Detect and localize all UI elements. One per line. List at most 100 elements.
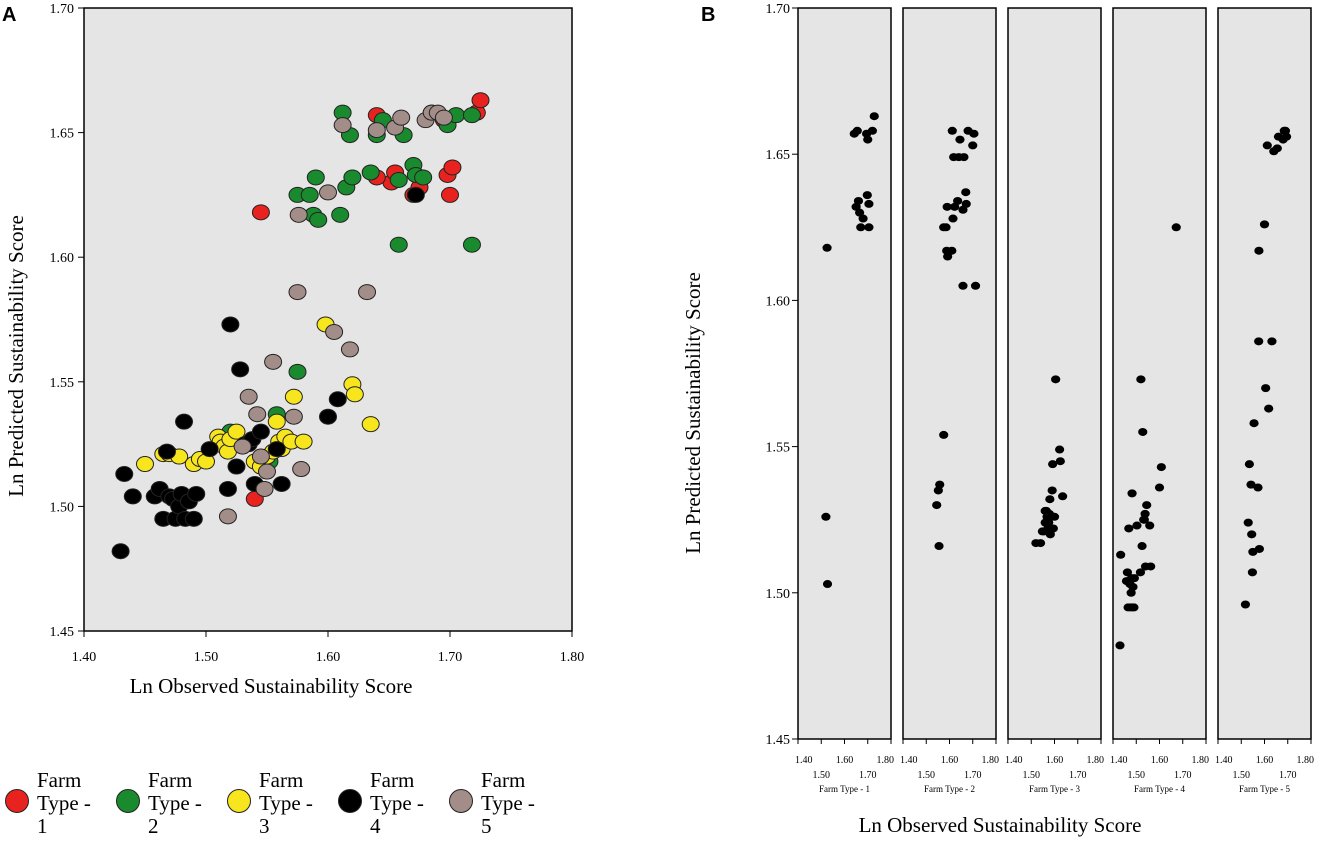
facet-x-tick-label: 1.80 [982,755,1000,766]
facet-data-point [1240,600,1251,609]
facet-data-point [1249,419,1259,428]
facet-data-point [1129,603,1139,612]
data-point-farm-type-3 [284,388,303,405]
facet-x-tick-label: 1.60 [1046,755,1064,766]
facet-x-tick-label: 1.80 [1192,755,1210,766]
facet-data-point [1267,337,1277,346]
facet-data-point [932,501,942,510]
panel-a-y-axis-label: Ln Predicted Sustainability Score [4,215,28,497]
facet-data-point [822,243,832,252]
legend-label-farm-type-4: 4 [370,814,381,838]
data-point-farm-type-2 [309,211,328,228]
facet-data-point [953,196,963,205]
legend-label-farm-type-3: Type - [259,791,313,815]
data-point-farm-type-3 [136,456,154,473]
facet-data-point [1116,550,1126,559]
data-point-farm-type-3 [267,413,286,430]
panel-b-y-tick-label: 1.70 [766,2,791,17]
data-point-farm-type-4 [406,186,425,203]
facet-data-point [948,214,958,223]
facet-data-point [1254,246,1264,255]
panel-a-y-tick-label: 1.65 [50,127,75,142]
facet-data-point [1040,506,1050,515]
panel-b-y-axis-label: Ln Predicted Sustainability Score [681,272,705,554]
facet-data-point [1115,641,1125,650]
facet-label: Farm Type - 5 [1239,784,1290,794]
facet-x-tick-label: 1.40 [1215,755,1233,766]
data-point-farm-type-5 [251,448,270,465]
facet-data-point [1129,574,1139,583]
data-point-farm-type-4 [157,443,176,460]
panel-b-y-tick-label: 1.60 [766,294,791,309]
data-point-farm-type-2 [361,164,380,181]
facet-x-tick-label: 1.40 [900,755,918,766]
facet-data-point [1055,445,1065,454]
data-point-farm-type-1 [443,159,462,176]
legend-swatch-farm-type-5 [449,789,473,813]
facet-x-tick-label: 1.80 [1087,755,1105,766]
panel-a-y-axis: 1.45 1.50 1.55 1.60 1.65 1.70 [50,2,84,640]
data-point-farm-type-2 [300,186,319,203]
panel-a-x-axis-label: Ln Observed Sustainability Score [130,674,413,698]
legend-label-farm-type-4: Farm [370,768,414,792]
data-point-farm-type-4 [267,441,286,458]
legend-label-farm-type-2: Farm [148,768,192,792]
data-point-farm-type-3 [294,433,313,450]
data-point-farm-type-5 [239,388,258,405]
facet-data-point [851,202,861,211]
data-point-farm-type-2 [306,169,325,186]
data-point-farm-type-2 [331,206,350,223]
facet-x-tick-label: 1.60 [941,755,959,766]
legend-swatch-farm-type-2 [116,789,140,813]
facet-x-tick-label: 1.50 [1233,770,1251,781]
legend-swatch-farm-type-3 [227,789,251,813]
data-point-farm-type-5 [367,122,386,139]
legend-label-farm-type-3: 3 [259,814,270,838]
facet-farm-type-3: 1.40 1.60 1.80 1.50 1.70 Farm Type - 3 [1005,7,1105,794]
facet-data-point [1124,524,1134,533]
facet-data-point [1135,568,1146,577]
facet-data-point [969,129,979,138]
facet-data-point [947,246,957,255]
data-point-farm-type-2 [414,169,433,186]
facet-plot-area [1217,7,1312,740]
panel-b-y-tick-label: 1.50 [766,587,791,602]
facet-data-point [858,214,868,223]
facet-data-point [958,281,968,290]
data-point-farm-type-4 [184,510,203,527]
facet-data-point [1137,542,1147,551]
data-point-farm-type-3 [227,423,246,440]
data-point-farm-type-2 [389,171,408,188]
facet-data-point [1243,518,1253,527]
facet-data-point [955,135,965,144]
facet-farm-type-1: 1.40 1.60 1.80 1.50 1.70 Farm Type - 1 [795,7,894,794]
facet-label: Farm Type - 3 [1029,784,1080,794]
facet-x-tick-label: 1.50 [1023,770,1041,781]
facet-data-point [1122,568,1133,577]
legend-label-farm-type-1: Farm [37,768,81,792]
data-point-farm-type-5 [255,480,274,497]
panel-a-y-tick-label: 1.45 [50,625,75,640]
facet-data-point [943,252,953,261]
facet-x-tick-label: 1.80 [1297,755,1315,766]
legend-swatch-farm-type-4 [338,789,362,813]
data-point-farm-type-2 [288,363,307,380]
facet-data-point [1246,480,1256,489]
facet-data-point [1262,141,1272,150]
facet-x-tick-label: 1.60 [1151,755,1169,766]
facet-data-point [864,223,874,232]
facet-data-point [1254,337,1264,346]
facet-data-point [1138,427,1148,436]
panel-a-points [111,92,490,560]
facet-data-point [961,199,971,208]
facet-plot-area [1007,7,1102,740]
data-point-farm-type-4 [175,413,194,430]
data-point-farm-type-3 [361,416,380,433]
data-point-farm-type-5 [289,206,308,223]
facet-x-tick-label: 1.70 [1069,770,1087,781]
facet-data-point [1132,521,1142,530]
legend-swatch-farm-type-1 [5,789,29,813]
facet-data-point [1127,489,1137,498]
data-point-farm-type-5 [288,284,307,301]
